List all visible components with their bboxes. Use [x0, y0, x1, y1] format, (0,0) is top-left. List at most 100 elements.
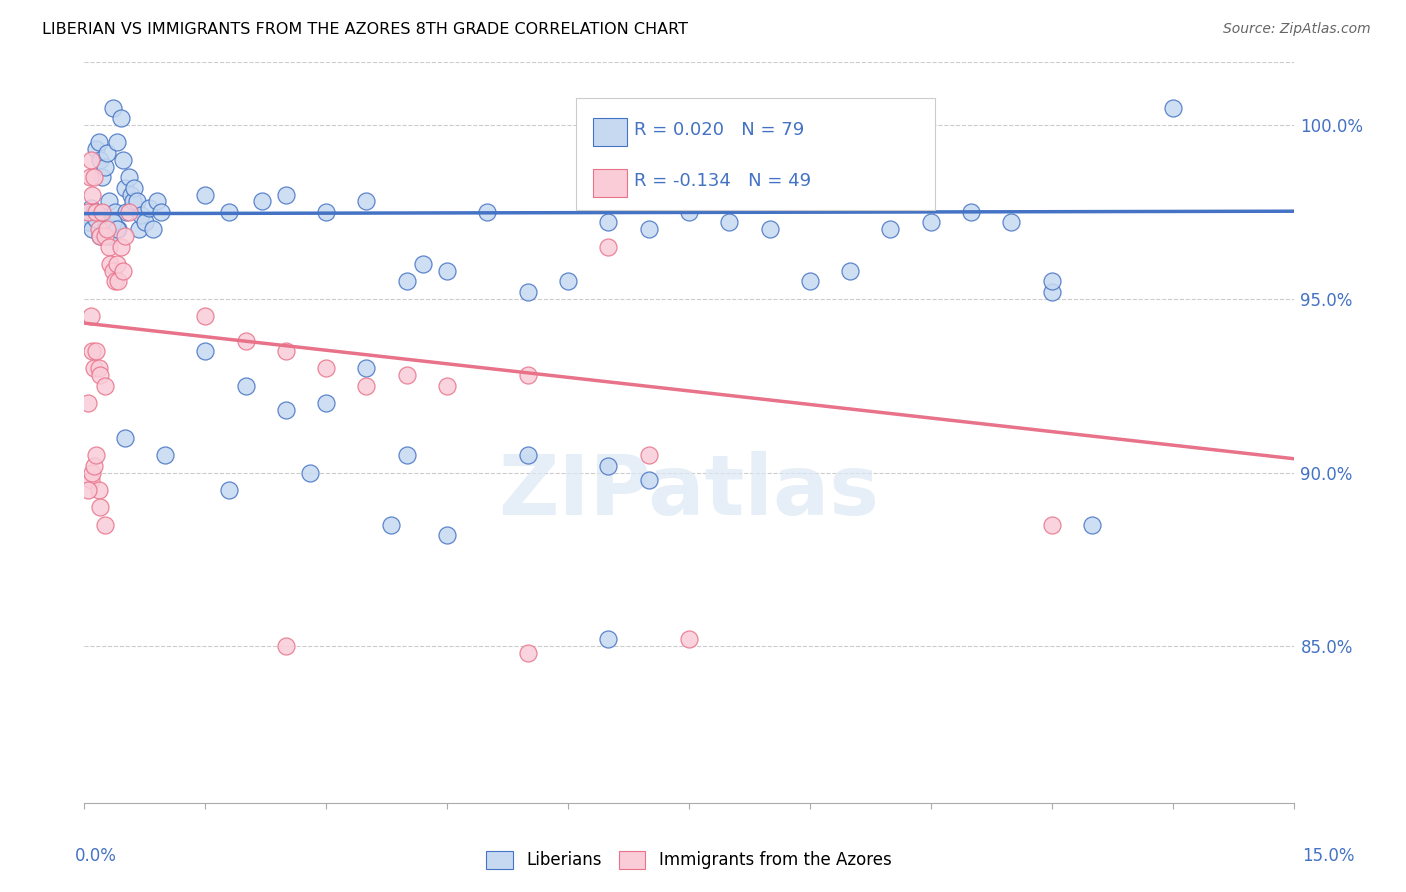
- Point: [315, 396, 337, 410]
- Point: [516, 646, 538, 660]
- Point: [104, 205, 127, 219]
- Point: [112, 264, 135, 278]
- Point: [395, 274, 418, 288]
- Point: [97, 229, 120, 244]
- Point: [83, 205, 105, 219]
- Point: [516, 448, 538, 462]
- Point: [138, 202, 160, 216]
- Point: [89, 229, 111, 244]
- Point: [87, 361, 110, 376]
- Point: [678, 632, 700, 647]
- Text: ZIPatlas: ZIPatlas: [499, 451, 879, 533]
- Point: [436, 264, 458, 278]
- Point: [93, 517, 115, 532]
- Point: [77, 215, 100, 229]
- Point: [194, 309, 217, 323]
- Point: [839, 264, 862, 278]
- Point: [274, 343, 297, 358]
- Point: [101, 215, 124, 229]
- Point: [153, 448, 176, 462]
- Point: [80, 153, 103, 167]
- Point: [79, 170, 101, 185]
- Point: [146, 194, 169, 209]
- Point: [114, 229, 136, 244]
- Point: [758, 222, 780, 236]
- Point: [315, 205, 337, 219]
- Point: [118, 205, 141, 219]
- Point: [235, 334, 257, 348]
- Point: [637, 222, 659, 236]
- Point: [960, 205, 983, 219]
- Text: R = 0.020   N = 79: R = 0.020 N = 79: [634, 121, 804, 139]
- Point: [91, 170, 114, 185]
- Point: [598, 240, 620, 254]
- Point: [96, 145, 118, 160]
- Point: [799, 274, 821, 288]
- Point: [125, 194, 148, 209]
- Point: [1040, 517, 1063, 532]
- Point: [395, 368, 418, 383]
- Point: [134, 215, 156, 229]
- Point: [89, 153, 111, 167]
- Point: [86, 211, 108, 226]
- Point: [149, 205, 172, 219]
- Point: [114, 180, 136, 194]
- Point: [637, 473, 659, 487]
- Point: [598, 632, 620, 647]
- Point: [128, 222, 150, 236]
- Point: [218, 205, 240, 219]
- Text: 0.0%: 0.0%: [75, 847, 117, 865]
- Point: [121, 194, 143, 209]
- Point: [83, 170, 105, 185]
- Point: [516, 285, 538, 299]
- Point: [86, 142, 108, 156]
- Point: [80, 473, 103, 487]
- Point: [110, 240, 132, 254]
- Point: [120, 187, 142, 202]
- Point: [598, 215, 620, 229]
- Point: [274, 403, 297, 417]
- Point: [82, 466, 104, 480]
- Point: [77, 396, 100, 410]
- Point: [274, 640, 297, 654]
- Point: [101, 264, 124, 278]
- Point: [93, 160, 115, 174]
- Point: [1000, 215, 1022, 229]
- Text: LIBERIAN VS IMMIGRANTS FROM THE AZORES 8TH GRADE CORRELATION CHART: LIBERIAN VS IMMIGRANTS FROM THE AZORES 8…: [42, 22, 688, 37]
- Text: R = -0.134   N = 49: R = -0.134 N = 49: [634, 172, 811, 190]
- Point: [89, 229, 111, 244]
- Point: [356, 361, 378, 376]
- Point: [1040, 274, 1063, 288]
- Point: [299, 466, 322, 480]
- Point: [356, 378, 378, 392]
- Point: [82, 187, 104, 202]
- Point: [112, 153, 135, 167]
- Point: [218, 483, 240, 497]
- Point: [105, 136, 128, 150]
- Text: Source: ZipAtlas.com: Source: ZipAtlas.com: [1223, 22, 1371, 37]
- Legend: Liberians, Immigrants from the Azores: Liberians, Immigrants from the Azores: [479, 844, 898, 876]
- Point: [101, 101, 124, 115]
- Point: [80, 309, 103, 323]
- Text: 15.0%: 15.0%: [1302, 847, 1355, 865]
- Point: [114, 431, 136, 445]
- Point: [82, 222, 104, 236]
- Point: [86, 343, 108, 358]
- Point: [98, 215, 121, 229]
- Point: [82, 211, 104, 226]
- Point: [97, 240, 120, 254]
- Point: [77, 208, 100, 222]
- Point: [96, 222, 118, 236]
- Point: [557, 274, 579, 288]
- Point: [412, 257, 434, 271]
- Point: [107, 274, 129, 288]
- Point: [115, 205, 138, 219]
- Point: [1081, 517, 1104, 532]
- Point: [86, 448, 108, 462]
- Point: [250, 194, 273, 209]
- Point: [104, 274, 127, 288]
- Point: [77, 205, 100, 219]
- Point: [87, 483, 110, 497]
- Point: [89, 500, 111, 515]
- Point: [274, 187, 297, 202]
